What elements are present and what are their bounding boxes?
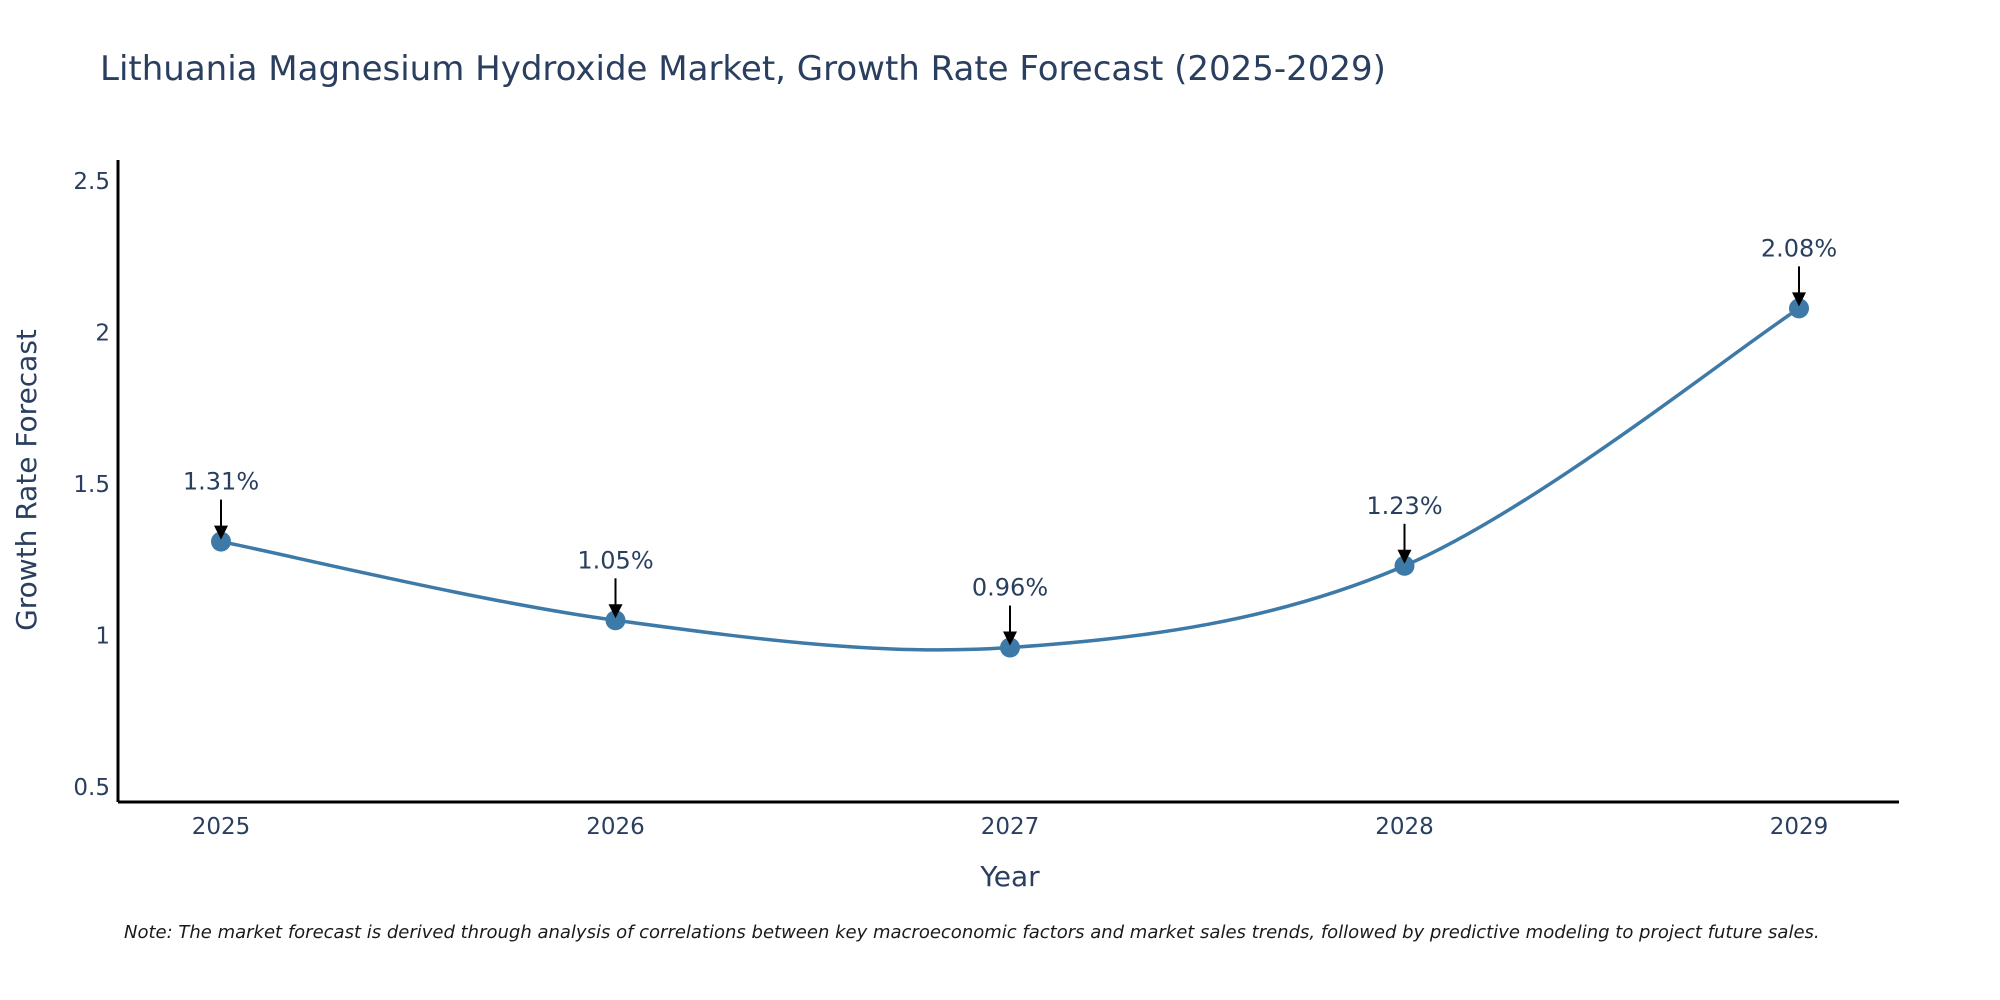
x-tick-label: 2028: [1375, 814, 1434, 840]
y-tick-label: 2: [95, 321, 110, 347]
data-label: 1.05%: [577, 546, 653, 574]
data-label: 2.08%: [1761, 234, 1837, 262]
x-axis-title: Year: [979, 860, 1040, 893]
x-tick-label: 2029: [1770, 814, 1829, 840]
data-label: 1.23%: [1366, 492, 1442, 520]
series-markers: [211, 298, 1809, 658]
annotation-arrow-head: [1792, 292, 1806, 307]
annotation-arrow-head: [214, 525, 228, 540]
chart-title: Lithuania Magnesium Hydroxide Market, Gr…: [100, 49, 1386, 89]
data-point: [211, 531, 231, 552]
y-tick-label: 1.5: [73, 472, 110, 498]
annotation-arrow-head: [1003, 631, 1017, 646]
annotation-arrow-head: [1397, 549, 1412, 564]
annotation-arrow-head: [608, 604, 623, 619]
footnote: Note: The market forecast is derived thr…: [124, 922, 1820, 943]
data-point: [1000, 637, 1020, 658]
data-label: 0.96%: [972, 574, 1048, 602]
x-tick-label: 2026: [586, 814, 645, 840]
data-point: [605, 610, 626, 631]
data-annotations: 1.31% 1.05% 0.96% 1.23% 2.08%: [183, 234, 1837, 646]
data-point: [1789, 298, 1809, 319]
y-axis-title: Growth Rate Forecast: [10, 329, 43, 631]
x-tick-label: 2027: [981, 814, 1040, 840]
x-axis-ticks: 2025 2026 2027 2028 2029: [192, 814, 1829, 840]
y-tick-label: 1: [95, 623, 110, 649]
x-tick-label: 2025: [192, 814, 251, 840]
y-tick-label: 0.5: [73, 775, 110, 801]
y-tick-label: 2.5: [73, 169, 110, 195]
data-label: 1.31%: [183, 468, 259, 496]
data-point: [1394, 555, 1415, 576]
y-axis-ticks: 0.5 1 1.5 2 2.5: [73, 169, 110, 801]
